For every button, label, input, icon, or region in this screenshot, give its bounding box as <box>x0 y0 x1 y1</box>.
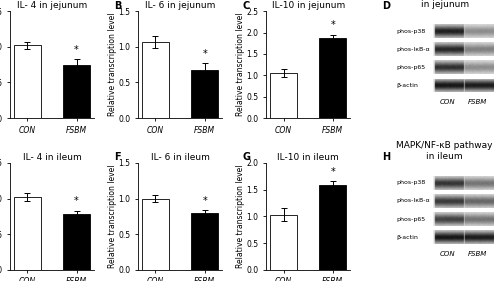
Text: B: B <box>114 1 122 11</box>
Text: phos-p65: phos-p65 <box>396 217 426 221</box>
Text: phos-p38: phos-p38 <box>396 28 426 33</box>
Bar <box>319 185 346 270</box>
Y-axis label: Relative transcription level: Relative transcription level <box>108 13 117 116</box>
Text: D: D <box>382 1 390 11</box>
Text: *: * <box>202 49 207 59</box>
Text: FSBM: FSBM <box>468 251 487 257</box>
Bar <box>14 46 41 118</box>
Text: phos-IκB-α: phos-IκB-α <box>396 198 430 203</box>
Title: MAPK/NF-κB pathway
in jejunum: MAPK/NF-κB pathway in jejunum <box>396 0 493 9</box>
Text: FSBM: FSBM <box>468 99 487 105</box>
Title: IL- 6 in ileum: IL- 6 in ileum <box>150 153 210 162</box>
Text: C: C <box>242 1 250 11</box>
Text: *: * <box>330 21 335 30</box>
Text: *: * <box>74 196 79 206</box>
Bar <box>191 70 218 118</box>
Bar <box>142 199 169 270</box>
Title: MAPK/NF-κB pathway
in ileum: MAPK/NF-κB pathway in ileum <box>396 141 493 161</box>
Text: CON: CON <box>440 251 456 257</box>
Text: *: * <box>74 45 79 55</box>
Title: IL- 4 in jejunum: IL- 4 in jejunum <box>17 1 87 10</box>
Bar <box>319 38 346 118</box>
Text: β-actin: β-actin <box>396 235 418 240</box>
Bar <box>63 214 90 270</box>
Y-axis label: Relative transcription level: Relative transcription level <box>236 13 245 116</box>
Bar <box>142 42 169 118</box>
Title: IL-10 in jejunum: IL-10 in jejunum <box>272 1 345 10</box>
Bar <box>63 65 90 118</box>
Text: phos-IκB-α: phos-IκB-α <box>396 47 430 52</box>
Title: IL- 6 in jejunum: IL- 6 in jejunum <box>145 1 216 10</box>
Text: *: * <box>330 167 335 177</box>
Text: H: H <box>382 152 390 162</box>
Bar <box>14 197 41 270</box>
Text: β-actin: β-actin <box>396 83 418 88</box>
Text: phos-p38: phos-p38 <box>396 180 426 185</box>
Bar <box>270 73 297 118</box>
Bar <box>270 215 297 270</box>
Y-axis label: Relative transcription level: Relative transcription level <box>236 165 245 268</box>
Text: CON: CON <box>440 99 456 105</box>
Title: IL- 4 in ileum: IL- 4 in ileum <box>22 153 82 162</box>
Title: IL-10 in ileum: IL-10 in ileum <box>278 153 339 162</box>
Text: *: * <box>202 196 207 206</box>
Text: G: G <box>242 152 250 162</box>
Text: F: F <box>114 152 121 162</box>
Bar <box>191 213 218 270</box>
Y-axis label: Relative transcription level: Relative transcription level <box>108 165 117 268</box>
Text: phos-p65: phos-p65 <box>396 65 426 70</box>
